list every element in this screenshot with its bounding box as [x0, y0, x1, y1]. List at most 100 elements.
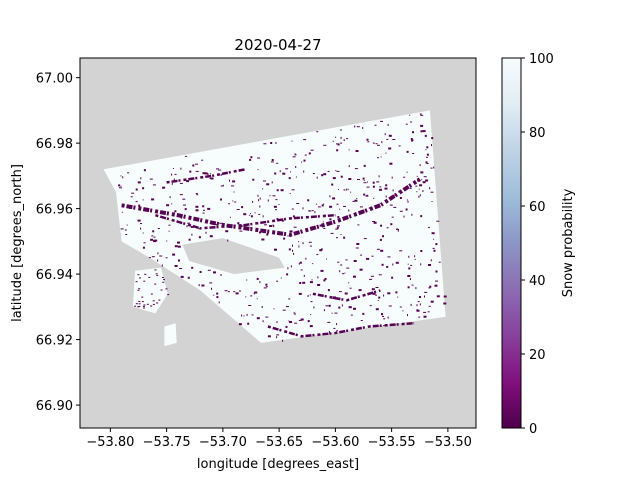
speckle-pixel [412, 153, 415, 154]
speckle-pixel [338, 306, 341, 309]
speckle-pixel [409, 187, 412, 189]
speckle-pixel [339, 208, 341, 210]
speckle-pixel [421, 179, 423, 181]
speckle-pixel [259, 281, 261, 284]
speckle-pixel [383, 318, 386, 320]
speckle-pixel [355, 247, 359, 249]
speckle-pixel [295, 176, 297, 178]
speckle-pixel [219, 222, 223, 224]
speckle-pixel [196, 194, 199, 196]
speckle-pixel [353, 307, 356, 310]
speckle-pixel [340, 136, 342, 139]
speckle-pixel [138, 306, 141, 307]
speckle-pixel [155, 273, 158, 275]
speckle-pixel [414, 255, 416, 258]
speckle-pixel [395, 291, 398, 294]
speckle-pixel [346, 188, 348, 191]
speckle-pixel [385, 184, 388, 187]
colorbar-tick-label: 80 [529, 126, 546, 141]
speckle-pixel [173, 178, 175, 181]
speckle-pixel [165, 288, 168, 290]
x-tick-label: −53.55 [368, 435, 416, 450]
speckle-pixel [287, 235, 289, 237]
colorbar-tick-label: 20 [529, 348, 546, 363]
speckle-pixel [363, 180, 365, 182]
speckle-pixel [131, 192, 135, 194]
speckle-pixel [375, 294, 377, 296]
speckle-pixel [359, 206, 363, 208]
speckle-pixel [124, 229, 127, 231]
speckle-pixel [376, 248, 380, 250]
speckle-pixel [120, 185, 122, 187]
speckle-pixel [337, 225, 340, 227]
speckle-pixel [168, 230, 170, 232]
speckle-pixel [220, 174, 222, 176]
speckle-pixel [420, 250, 423, 252]
speckle-pixel [227, 239, 229, 242]
speckle-pixel [395, 261, 399, 264]
speckle-pixel [222, 184, 224, 186]
speckle-pixel [356, 126, 360, 128]
low-probability-band [267, 321, 415, 338]
speckle-pixel [258, 199, 260, 202]
speckle-pixel [406, 150, 409, 153]
speckle-pixel [299, 261, 302, 264]
y-tick-label: 66.94 [36, 268, 73, 283]
speckle-pixel [198, 284, 200, 287]
speckle-pixel [188, 238, 191, 241]
speckle-pixel [371, 288, 375, 291]
speckle-pixel [248, 305, 252, 306]
speckle-pixel [354, 199, 358, 202]
speckle-pixel [294, 154, 297, 156]
speckle-pixel [435, 270, 438, 273]
speckle-pixel [185, 155, 188, 157]
speckle-pixel [332, 296, 336, 299]
speckle-pixel [414, 258, 416, 260]
speckle-pixel [224, 290, 228, 292]
speckle-pixel [336, 330, 339, 332]
speckle-pixel [438, 261, 441, 263]
speckle-pixel [238, 323, 242, 326]
speckle-pixel [436, 295, 440, 298]
speckle-pixel [344, 217, 348, 220]
speckle-pixel [157, 252, 159, 255]
speckle-pixel [362, 127, 364, 129]
speckle-pixel [273, 225, 275, 228]
speckle-pixel [263, 232, 266, 234]
speckle-pixel [348, 282, 350, 284]
speckle-pixel [162, 281, 165, 283]
x-tick-label: −53.50 [424, 435, 472, 450]
speckle-pixel [321, 248, 323, 250]
speckle-pixel [393, 206, 397, 208]
speckle-pixel [214, 224, 217, 225]
speckle-pixel [267, 335, 271, 338]
speckle-pixel [341, 304, 343, 307]
speckle-pixel [349, 287, 352, 289]
speckle-pixel [282, 339, 284, 342]
speckle-pixel [319, 224, 323, 227]
speckle-pixel [202, 205, 205, 208]
speckle-pixel [137, 219, 141, 222]
speckle-pixel [416, 304, 418, 307]
speckle-pixel [331, 312, 333, 314]
speckle-pixel [423, 176, 427, 178]
speckle-pixel [405, 123, 408, 125]
speckle-pixel [386, 265, 389, 268]
speckle-pixel [265, 286, 268, 288]
speckle-pixel [192, 164, 195, 167]
speckle-pixel [183, 204, 186, 206]
speckle-pixel [317, 276, 319, 279]
speckle-pixel [254, 212, 256, 214]
speckle-pixel [275, 199, 278, 201]
colorbar-tick-label: 100 [529, 52, 554, 67]
speckle-pixel [407, 263, 409, 265]
speckle-pixel [435, 243, 438, 246]
speckle-pixel [198, 236, 201, 239]
speckle-pixel [262, 320, 264, 323]
speckle-pixel [383, 294, 385, 297]
speckle-pixel [292, 244, 293, 247]
speckle-pixel [340, 234, 342, 235]
low-probability-band [312, 289, 381, 302]
speckle-pixel [383, 325, 386, 327]
speckle-pixel [254, 291, 258, 294]
